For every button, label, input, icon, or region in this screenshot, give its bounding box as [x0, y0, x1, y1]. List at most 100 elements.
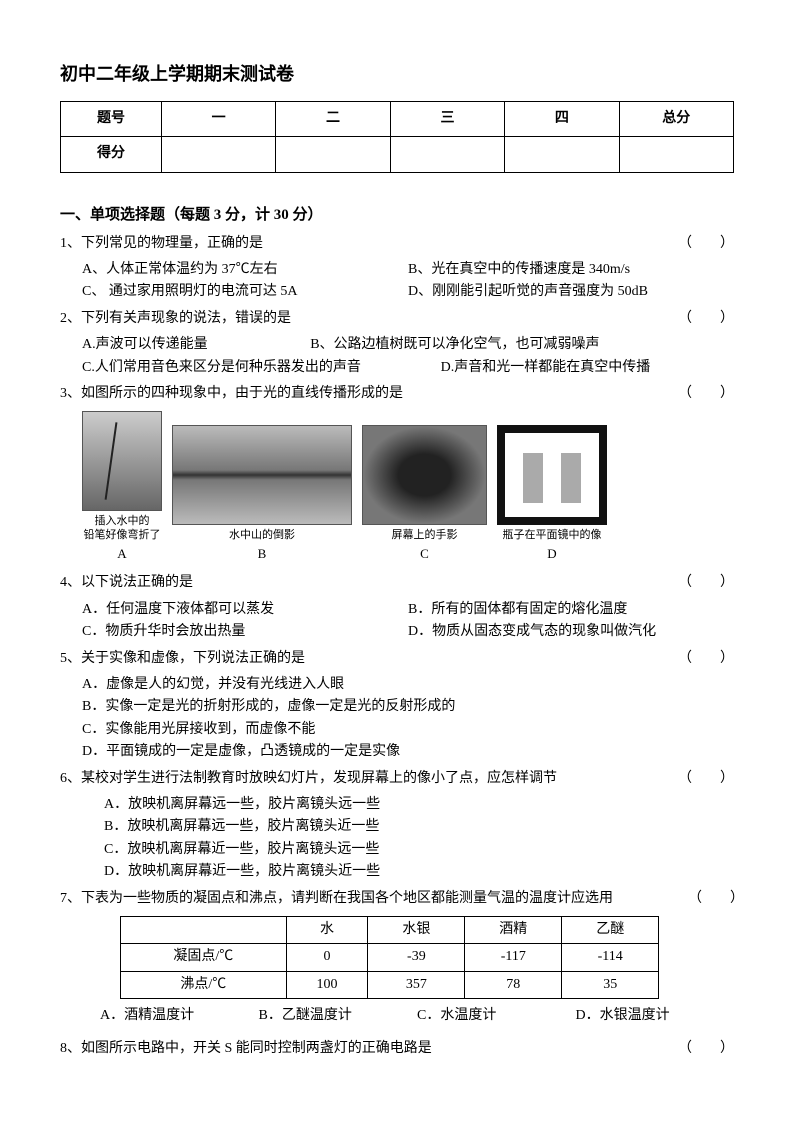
score-header-cell: 总分 [619, 101, 733, 136]
question-text: 6、某校对学生进行法制教育时放映幻灯片，发现屏幕上的像小了点，应怎样调节 [60, 771, 557, 786]
question-6-options: A．放映机离屏幕远一些，胶片离镜头远一些 B．放映机离屏幕远一些，胶片离镜头近一… [60, 794, 734, 884]
question-5: 5、关于实像和虚像，下列说法正确的是 （ ） [60, 648, 734, 670]
question-text: 3、如图所示的四种现象中，由于光的直线传播形成的是 [60, 386, 403, 401]
table-cell: 凝固点/℃ [121, 944, 287, 971]
option-b: B．实像一定是光的折射形成的，虚像一定是光的反射形成的 [82, 696, 734, 718]
option-c: C、 通过家用照明灯的电流可达 5A [82, 281, 408, 303]
score-header-cell: 三 [390, 101, 504, 136]
table-cell: 乙醚 [562, 916, 659, 943]
option-b: B、公路边植树既可以净化空气，也可减弱噪声 [310, 334, 734, 356]
question-4-options: A．任何温度下液体都可以蒸发 B．所有的固体都有固定的熔化温度 C．物质升华时会… [60, 599, 734, 644]
table-cell: 35 [562, 971, 659, 998]
image-item-d: 瓶子在平面镜中的像 D [497, 425, 607, 565]
table-cell: -39 [368, 944, 465, 971]
answer-paren: （ ） [678, 383, 734, 405]
table-cell: 100 [286, 971, 368, 998]
question-3-images: 插入水中的 铅笔好像弯折了 A 水中山的倒影 B 屏幕上的手影 C 瓶子在平面镜… [60, 411, 734, 564]
table-cell: -117 [465, 944, 562, 971]
question-6: 6、某校对学生进行法制教育时放映幻灯片，发现屏幕上的像小了点，应怎样调节 （ ） [60, 768, 734, 790]
table-cell: 水 [286, 916, 368, 943]
answer-paren: （ ） [688, 888, 744, 910]
question-7-options: A．酒精温度计 B．乙醚温度计 C．水温度计 D．水银温度计 [60, 1005, 734, 1027]
score-cell [161, 137, 275, 172]
option-a: A．放映机离屏幕远一些，胶片离镜头远一些 [104, 794, 734, 816]
image-item-b: 水中山的倒影 B [172, 425, 352, 565]
table-cell: 水银 [368, 916, 465, 943]
option-c: C．物质升华时会放出热量 [82, 621, 408, 643]
option-b: B．所有的固体都有固定的熔化温度 [408, 599, 734, 621]
answer-paren: （ ） [678, 308, 734, 330]
score-cell [390, 137, 504, 172]
question-text: 5、关于实像和虚像，下列说法正确的是 [60, 651, 305, 666]
mirror-bottles-image [497, 425, 607, 525]
image-letter: D [547, 544, 556, 565]
table-cell: 0 [286, 944, 368, 971]
question-text: 1、下列常见的物理量，正确的是 [60, 236, 263, 251]
question-3: 3、如图所示的四种现象中，由于光的直线传播形成的是 （ ） [60, 383, 734, 405]
image-letter: A [117, 544, 126, 565]
section-heading: 一、单项选择题（每题 3 分，计 30 分） [60, 203, 734, 227]
image-caption: 屏幕上的手影 [392, 529, 458, 542]
image-caption: 插入水中的 铅笔好像弯折了 [84, 515, 161, 541]
question-4: 4、以下说法正确的是 （ ） [60, 572, 734, 594]
score-cell [276, 137, 390, 172]
question-7: 7、下表为一些物质的凝固点和沸点，请判断在我国各个地区都能测量气温的温度计应选用… [60, 888, 734, 910]
option-d: D．物质从固态变成气态的现象叫做汽化 [408, 621, 734, 643]
option-c: C．放映机离屏幕近一些，胶片离镜头远一些 [104, 839, 734, 861]
question-text: 8、如图所示电路中，开关 S 能同时控制两盏灯的正确电路是 [60, 1041, 432, 1056]
table-cell: 沸点/℃ [121, 971, 287, 998]
image-item-a: 插入水中的 铅笔好像弯折了 A [82, 411, 162, 564]
question-5-options: A．虚像是人的幻觉，并没有光线进入人眼 B．实像一定是光的折射形成的，虚像一定是… [60, 674, 734, 764]
table-cell: 酒精 [465, 916, 562, 943]
option-c: C．实像能用光屏接收到，而虚像不能 [82, 719, 734, 741]
option-d: D、刚刚能引起听觉的声音强度为 50dB [408, 281, 734, 303]
option-c: C.人们常用音色来区分是何种乐器发出的声音 [82, 357, 441, 379]
score-row-label: 得分 [61, 137, 162, 172]
option-d: D．放映机离屏幕近一些，胶片离镜头近一些 [104, 861, 734, 883]
image-letter: C [420, 544, 429, 565]
option-b: B．乙醚温度计 [259, 1005, 418, 1027]
question-text: 4、以下说法正确的是 [60, 575, 193, 590]
option-a: A．虚像是人的幻觉，并没有光线进入人眼 [82, 674, 734, 696]
score-header-cell: 四 [505, 101, 619, 136]
question-1: 1、下列常见的物理量，正确的是 （ ） [60, 233, 734, 255]
option-a: A．任何温度下液体都可以蒸发 [82, 599, 408, 621]
image-caption: 瓶子在平面镜中的像 [503, 529, 602, 542]
option-b: B．放映机离屏幕远一些，胶片离镜头近一些 [104, 816, 734, 838]
score-header-cell: 题号 [61, 101, 162, 136]
table-cell: -114 [562, 944, 659, 971]
pencil-in-water-image [82, 411, 162, 511]
question-2: 2、下列有关声现象的说法，错误的是 （ ） [60, 308, 734, 330]
table-cell: 357 [368, 971, 465, 998]
image-item-c: 屏幕上的手影 C [362, 425, 487, 565]
option-d: D.声音和光一样都能在真空中传播 [441, 357, 734, 379]
option-a: A.声波可以传递能量 [82, 334, 310, 356]
option-b: B、光在真空中的传播速度是 340m/s [408, 259, 734, 281]
answer-paren: （ ） [678, 233, 734, 255]
score-header-cell: 一 [161, 101, 275, 136]
option-d: D．水银温度计 [576, 1005, 735, 1027]
image-letter: B [258, 544, 267, 565]
answer-paren: （ ） [678, 648, 734, 670]
answer-paren: （ ） [678, 572, 734, 594]
question-8: 8、如图所示电路中，开关 S 能同时控制两盏灯的正确电路是 （ ） [60, 1038, 734, 1060]
answer-paren: （ ） [678, 1038, 734, 1060]
table-cell: 78 [465, 971, 562, 998]
image-caption: 水中山的倒影 [229, 529, 295, 542]
option-a: A、人体正常体温约为 37℃左右 [82, 259, 408, 281]
score-table: 题号 一 二 三 四 总分 得分 [60, 101, 734, 173]
score-cell [505, 137, 619, 172]
answer-paren: （ ） [678, 768, 734, 790]
question-2-options: A.声波可以传递能量 B、公路边植树既可以净化空气，也可减弱噪声 C.人们常用音… [60, 334, 734, 379]
table-cell [121, 916, 287, 943]
page-title: 初中二年级上学期期末测试卷 [60, 60, 734, 89]
option-a: A．酒精温度计 [100, 1005, 259, 1027]
substance-table: 水 水银 酒精 乙醚 凝固点/℃ 0 -39 -117 -114 沸点/℃ 10… [120, 916, 659, 999]
question-text: 7、下表为一些物质的凝固点和沸点，请判断在我国各个地区都能测量气温的温度计应选用 [60, 891, 613, 906]
option-c: C．水温度计 [417, 1005, 576, 1027]
score-cell [619, 137, 733, 172]
question-1-options: A、人体正常体温约为 37℃左右 B、光在真空中的传播速度是 340m/s C、… [60, 259, 734, 304]
question-text: 2、下列有关声现象的说法，错误的是 [60, 311, 291, 326]
option-d: D．平面镜成的一定是虚像，凸透镜成的一定是实像 [82, 741, 734, 763]
score-header-cell: 二 [276, 101, 390, 136]
